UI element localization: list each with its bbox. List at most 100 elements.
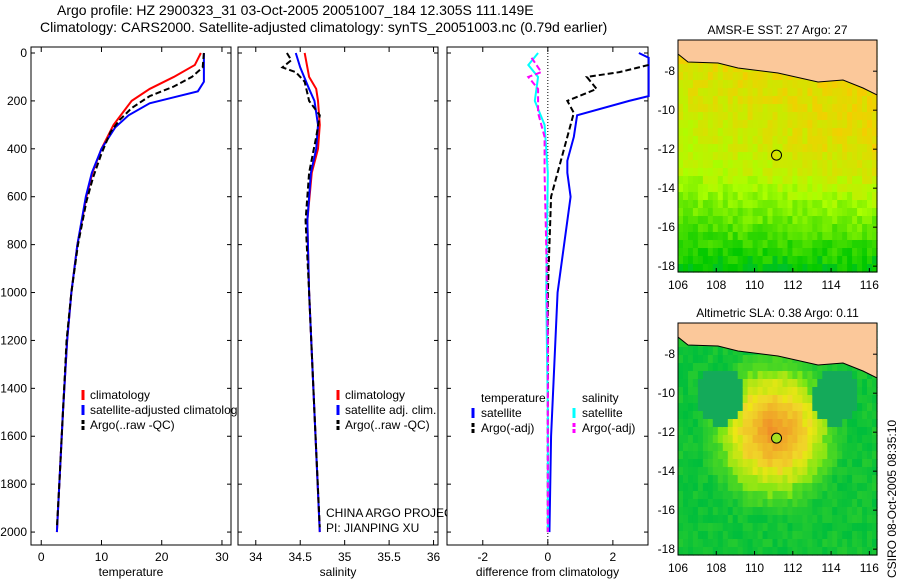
- heatmap-cell: [688, 184, 694, 193]
- heatmap-cell: [797, 363, 803, 372]
- heatmap-cell: [787, 371, 794, 380]
- heatmap-cell: [862, 379, 868, 388]
- heatmap-cell: [683, 467, 689, 476]
- heatmap-cell: [782, 355, 789, 364]
- heatmap-cell: [707, 192, 714, 201]
- heatmap-cell: [767, 168, 774, 177]
- heatmap-cell: [837, 419, 843, 428]
- heatmap-cell: [688, 507, 694, 516]
- heatmap-cell: [822, 451, 828, 460]
- heatmap-cell: [683, 443, 689, 452]
- heatmap-cell: [792, 531, 798, 540]
- heatmap-cell: [688, 443, 694, 452]
- heatmap-cell: [822, 363, 828, 372]
- heatmap-cell: [837, 507, 843, 516]
- heatmap-cell: [678, 136, 684, 145]
- heatmap-cell: [767, 483, 774, 492]
- heatmap-cell: [742, 192, 749, 201]
- heatmap-cell: [678, 192, 684, 201]
- heatmap-cell: [712, 192, 719, 201]
- heatmap-cell: [792, 232, 798, 241]
- heatmap-cell: [797, 387, 803, 396]
- heatmap-cell: [862, 216, 868, 225]
- heatmap-cell: [727, 411, 734, 420]
- heatmap-cell: [777, 192, 784, 201]
- heatmap-cell: [782, 499, 789, 508]
- heatmap-cell: [737, 419, 744, 428]
- heatmap-cell: [812, 184, 818, 193]
- heatmap-cell: [772, 363, 779, 372]
- heatmap-cell: [767, 104, 774, 113]
- heatmap-cell: [688, 88, 694, 97]
- annotation: CHINA ARGO PROJECT: [326, 506, 461, 520]
- heatmap-cell: [752, 443, 759, 452]
- heatmap-cell: [737, 547, 744, 556]
- heatmap-cell: [852, 523, 858, 532]
- heatmap-cell: [797, 539, 803, 548]
- heatmap-cell: [822, 136, 828, 145]
- heatmap-cell: [817, 515, 823, 524]
- heatmap-cell: [862, 192, 868, 201]
- heatmap-cell: [727, 379, 734, 388]
- heatmap-cell: [747, 547, 754, 556]
- heatmap-cell: [742, 491, 749, 500]
- heatmap-cell: [792, 515, 798, 524]
- heatmap-cell: [822, 80, 828, 89]
- heatmap-cell: [722, 104, 729, 113]
- heatmap-cell: [722, 395, 729, 404]
- heatmap-cell: [857, 144, 863, 153]
- heatmap-cell: [742, 443, 749, 452]
- heatmap-cell: [742, 355, 749, 364]
- heatmap-cell: [787, 355, 794, 364]
- heatmap-cell: [732, 507, 739, 516]
- heatmap-cell: [712, 264, 719, 273]
- heatmap-cell: [862, 523, 868, 532]
- y-tick-label: -16: [658, 503, 676, 517]
- heatmap-cell: [867, 256, 873, 265]
- heatmap-cell: [847, 403, 853, 412]
- heatmap-cell: [747, 491, 754, 500]
- heatmap-cell: [837, 395, 843, 404]
- heatmap-cell: [683, 379, 689, 388]
- heatmap-cell: [717, 475, 724, 484]
- heatmap-cell: [797, 104, 803, 113]
- heatmap-cell: [737, 136, 744, 145]
- heatmap-cell: [782, 403, 789, 412]
- heatmap-cell: [727, 264, 734, 273]
- heatmap-cell: [732, 531, 739, 540]
- heatmap-cell: [792, 475, 798, 484]
- heatmap-cell: [812, 419, 818, 428]
- heatmap-cell: [822, 232, 828, 241]
- heatmap-cell: [852, 451, 858, 460]
- heatmap-cell: [777, 168, 784, 177]
- heatmap-cell: [802, 144, 808, 153]
- heatmap-cell: [772, 539, 779, 548]
- heatmap-cell: [862, 184, 868, 193]
- heatmap-cell: [842, 240, 848, 249]
- heatmap-cell: [837, 264, 843, 273]
- heatmap-cell: [737, 451, 744, 460]
- heatmap-cell: [688, 64, 694, 73]
- heatmap-cell: [867, 411, 873, 420]
- heatmap-cell: [762, 160, 769, 169]
- heatmap-cell: [837, 539, 843, 548]
- heatmap-cell: [737, 232, 744, 241]
- heatmap-cell: [837, 136, 843, 145]
- heatmap-cell: [777, 160, 784, 169]
- heatmap-cell: [688, 104, 694, 113]
- heatmap-cell: [837, 104, 843, 113]
- heatmap-cell: [837, 128, 843, 137]
- legend-label: Argo(..raw -QC): [90, 418, 175, 432]
- heatmap-cell: [747, 371, 754, 380]
- heatmap-cell: [817, 128, 823, 137]
- heatmap-cell: [762, 483, 769, 492]
- heatmap-cell: [732, 435, 739, 444]
- heatmap-cell: [782, 88, 789, 97]
- heatmap-cell: [737, 192, 744, 201]
- heatmap-cell: [827, 152, 833, 161]
- heatmap-cell: [747, 104, 754, 113]
- heatmap-cell: [702, 264, 709, 273]
- heatmap-cell: [742, 224, 749, 233]
- heatmap-cell: [683, 427, 689, 436]
- heatmap-cell: [837, 192, 843, 201]
